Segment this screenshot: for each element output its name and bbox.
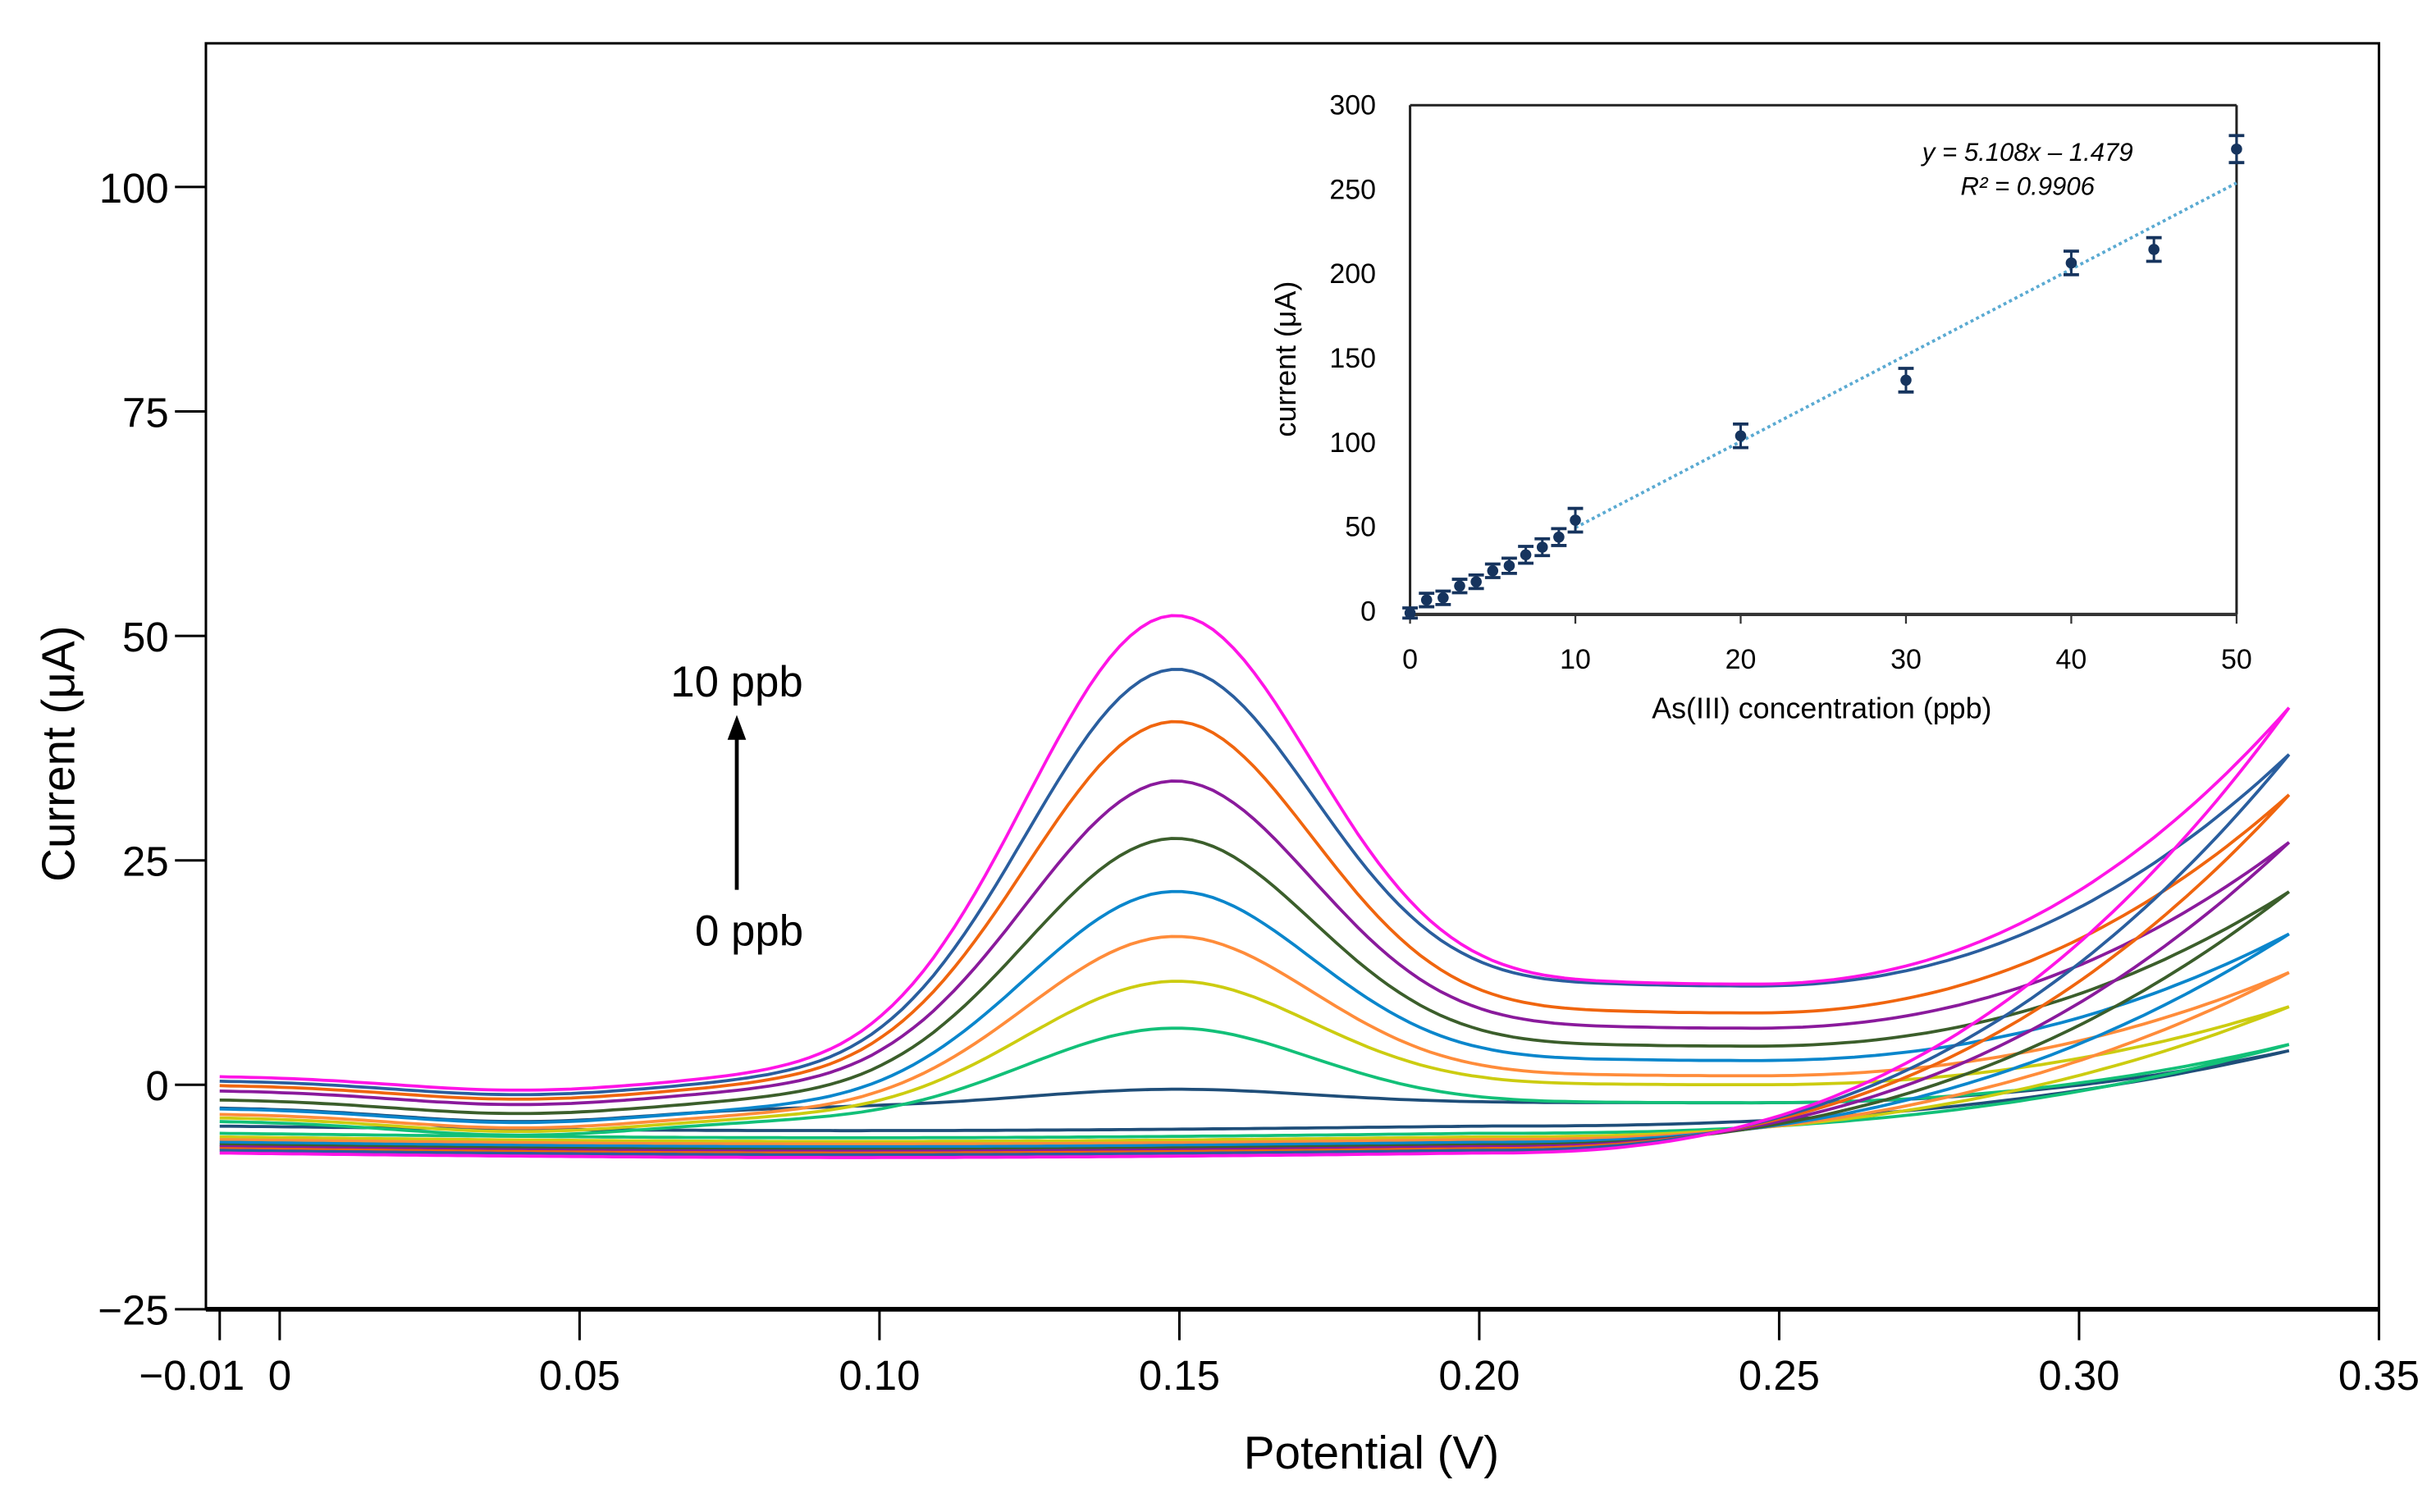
inset-x-tick-label: 0 bbox=[1402, 644, 1418, 675]
inset-x-tick-label: 40 bbox=[2056, 644, 2087, 675]
data-marker bbox=[1487, 564, 1499, 577]
data-marker bbox=[2148, 244, 2160, 255]
data-marker bbox=[1437, 592, 1449, 604]
data-marker bbox=[1454, 580, 1465, 592]
data-marker bbox=[1553, 531, 1565, 543]
inset-y-tick-label: 200 bbox=[1329, 258, 1376, 290]
main-y-tick-label: 0 bbox=[145, 1062, 168, 1109]
cv-curve-4-ppb bbox=[219, 889, 2290, 1149]
main-x-axis-title: Potential (V) bbox=[1244, 1427, 1499, 1478]
inset-y-ticks: 0 50 100 150 200 250 300 bbox=[1329, 90, 1376, 628]
inset-fit-line bbox=[1575, 181, 2237, 529]
inset-y-tick-label: 50 bbox=[1345, 512, 1376, 543]
main-y-ticks: −25 0 25 50 75 100 bbox=[98, 165, 206, 1334]
main-y-tick-label: 25 bbox=[122, 838, 169, 885]
data-marker bbox=[2231, 143, 2242, 155]
inset-x-tick-label: 30 bbox=[1890, 644, 1922, 675]
main-x-tick-label: 0.05 bbox=[539, 1352, 620, 1399]
inset-data-point bbox=[1451, 578, 1468, 595]
inset-points bbox=[1402, 134, 2245, 620]
inset-data-point bbox=[1518, 545, 1534, 565]
cv-curve-3-ppb bbox=[219, 934, 2290, 1146]
inset-data-point bbox=[2146, 235, 2162, 263]
annotation-0ppb: 0 ppb bbox=[695, 907, 803, 956]
cv-curve-6-ppb bbox=[219, 779, 2291, 1153]
main-plot: −0.01 0 0.05 0.10 0.15 0.20 0.25 0.30 0.35 −25 0 2… bbox=[33, 42, 2420, 1478]
inset-x-tick-label: 20 bbox=[1725, 644, 1757, 675]
data-marker bbox=[1536, 541, 1548, 553]
inset-data-point bbox=[2064, 249, 2079, 276]
inset-data-point bbox=[2228, 134, 2245, 165]
inset-data-point bbox=[1567, 506, 1584, 534]
main-x-tick-label: 0.25 bbox=[1739, 1352, 1820, 1399]
data-marker bbox=[1570, 514, 1581, 526]
arrow-up-icon bbox=[727, 715, 747, 890]
inset-x-ticks: 0 10 20 30 40 50 bbox=[1402, 614, 2252, 675]
main-y-tick-label: −25 bbox=[98, 1287, 168, 1334]
inset-y-tick-label: 250 bbox=[1329, 174, 1376, 205]
cv-curve-1-ppb bbox=[219, 1026, 2290, 1140]
inset-data-point bbox=[1484, 562, 1501, 579]
inset-equation: y = 5.108x – 1.479 bbox=[1921, 138, 2133, 167]
main-x-tick-label: 0 bbox=[268, 1352, 291, 1399]
inset-y-tick-label: 150 bbox=[1329, 343, 1376, 374]
inset-data-point bbox=[1898, 367, 1914, 394]
inset-data-point bbox=[1534, 537, 1551, 558]
main-x-tick-label: 0.15 bbox=[1139, 1352, 1220, 1399]
inset-x-axis-title: As(III) concentration (ppb) bbox=[1652, 692, 1991, 724]
main-y-tick-label: 75 bbox=[122, 389, 169, 436]
inset-calibration-plot: 0 10 20 30 40 50 0 50 100 150 200 250 300 y = 5.108… bbox=[1269, 90, 2252, 725]
main-y-tick-label: 100 bbox=[99, 165, 169, 212]
annotation-10ppb: 10 ppb bbox=[670, 658, 802, 706]
data-marker bbox=[1735, 430, 1747, 442]
cv-curve-7-ppb bbox=[219, 719, 2291, 1155]
inset-y-tick-label: 0 bbox=[1360, 596, 1376, 627]
cv-curve-5-ppb bbox=[219, 837, 2291, 1151]
cv-curve-8-ppb bbox=[219, 668, 2291, 1157]
main-x-tick-label: 0.35 bbox=[2338, 1352, 2420, 1399]
inset-data-point bbox=[1501, 556, 1517, 575]
inset-background bbox=[1410, 105, 2237, 614]
inset-y-axis-title: current (μA) bbox=[1269, 281, 1302, 437]
inset-data-point bbox=[1435, 589, 1451, 606]
inset-data-point bbox=[1733, 423, 1748, 450]
main-y-tick-label: 50 bbox=[122, 614, 169, 660]
inset-y-tick-label: 100 bbox=[1329, 427, 1376, 459]
data-marker bbox=[1404, 607, 1416, 619]
data-marker bbox=[1420, 594, 1433, 606]
inset-x-tick-label: 50 bbox=[2221, 644, 2252, 675]
data-marker bbox=[1900, 374, 1912, 386]
inset-data-point bbox=[1402, 606, 1419, 620]
main-x-tick-label: 0.30 bbox=[2038, 1352, 2119, 1399]
main-y-axis-title: Current (μA) bbox=[33, 625, 85, 881]
main-x-ticks: −0.01 0 0.05 0.10 0.15 0.20 0.25 0.30 0.35 bbox=[139, 1309, 2420, 1399]
cv-curve-10-ppb bbox=[219, 614, 2291, 1159]
inset-data-point bbox=[1419, 592, 1435, 609]
main-x-tick-label: 0.20 bbox=[1438, 1352, 1520, 1399]
data-marker bbox=[1470, 576, 1482, 587]
main-x-tick-label: 0.10 bbox=[839, 1352, 920, 1399]
cv-curve-2-ppb bbox=[219, 980, 2290, 1144]
main-x-tick-label: −0.01 bbox=[139, 1352, 245, 1399]
data-marker bbox=[2065, 257, 2077, 269]
data-marker bbox=[1520, 549, 1532, 561]
inset-data-point bbox=[1468, 573, 1484, 591]
inset-y-tick-label: 300 bbox=[1329, 90, 1376, 121]
data-marker bbox=[1503, 560, 1515, 572]
inset-data-point bbox=[1551, 527, 1567, 547]
inset-r-squared: R² = 0.9906 bbox=[1961, 172, 2096, 201]
main-curves bbox=[219, 614, 2291, 1159]
inset-x-tick-label: 10 bbox=[1560, 644, 1591, 675]
